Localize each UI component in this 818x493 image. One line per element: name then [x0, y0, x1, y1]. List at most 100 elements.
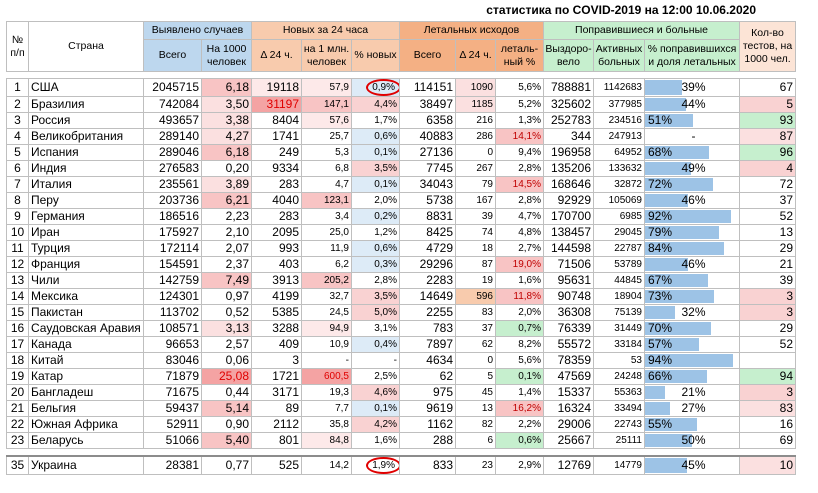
row-num: 11 [6, 240, 29, 257]
deaths-total: 38497 [399, 96, 456, 113]
recovered-share-label: 32% [681, 305, 706, 320]
cases-total: 113702 [143, 304, 202, 321]
new-per1m: 19,3 [301, 384, 352, 401]
recovered-share: 44% [644, 96, 740, 113]
cases-per1000: 0,44 [201, 384, 252, 401]
table-row: 15 Пакистан 113702 0,52 5385 24,5 5,0% 2255 83 2,… [6, 304, 796, 321]
new-per1m: 147,1 [301, 96, 352, 113]
row-num: 14 [6, 288, 29, 305]
recovered-share: 79% [644, 224, 740, 241]
highlight-circle: 1,9% [366, 457, 399, 474]
recovered-share-bar [645, 194, 689, 207]
recovered: 92929 [543, 192, 594, 209]
active: 24248 [593, 368, 645, 385]
cases-total: 96653 [143, 336, 202, 353]
new-pct: 2,8% [351, 272, 400, 289]
table-row: 20 Бангладеш 71675 0,44 3171 19,3 4,6% 975 45 1,4… [6, 384, 796, 401]
row-num: 19 [6, 368, 29, 385]
header-deaths: Летальных исходов [399, 21, 544, 40]
table-row: 13 Чили 142759 7,49 3913 205,2 2,8% 2283 19 1,6% 9… [6, 272, 796, 289]
header-new: Новых за 24 часа [251, 21, 400, 40]
row-num: 9 [6, 208, 29, 225]
new-per1m: 14,2 [301, 455, 352, 475]
active: 247913 [593, 128, 645, 145]
deaths-pct: 5,6% [495, 352, 544, 369]
recovered-share-label: 67% [648, 273, 673, 288]
deaths-d24: 13 [455, 400, 496, 417]
country-name: Великобритания [28, 128, 144, 145]
deaths-total: 62 [399, 368, 456, 385]
deaths-total: 29296 [399, 256, 456, 273]
recovered: 144598 [543, 240, 594, 257]
cases-per1000: 3,13 [201, 320, 252, 337]
recovered: 71506 [543, 256, 594, 273]
country-name: Пакистан [28, 304, 144, 321]
header-recovered: Поправившиеся и больные [543, 21, 740, 40]
covid-stats-table: № п/п Страна Выявлено случаев Новых за 2… [6, 21, 796, 475]
deaths-d24: 18 [455, 240, 496, 257]
row-num: 17 [6, 336, 29, 353]
row-num: 21 [6, 400, 29, 417]
deaths-pct: 0,1% [495, 368, 544, 385]
new-per1m: 6,8 [301, 160, 352, 177]
deaths-d24: 45 [455, 384, 496, 401]
new-per1m: 10,9 [301, 336, 352, 353]
new-pct: 4,2% [351, 416, 400, 433]
deaths-d24: 5 [455, 368, 496, 385]
deaths-total: 2283 [399, 272, 456, 289]
recovered-share-bar [645, 210, 732, 223]
recovered-share-label: 68% [648, 145, 673, 160]
new-cases: 249 [251, 144, 302, 161]
recovered-share-label: 51% [648, 113, 673, 128]
recovered: 36308 [543, 304, 594, 321]
recovered-share-bar [645, 306, 676, 319]
recovered-share-bar [645, 274, 708, 287]
new-pct: 1,2% [351, 224, 400, 241]
recovered: 12769 [543, 455, 594, 475]
active: 55363 [593, 384, 645, 401]
header-cases: Выявлено случаев [143, 21, 252, 40]
recovered-share-label: 49% [681, 161, 706, 176]
recovered: 16324 [543, 400, 594, 417]
header-rec: Выздоро-вело [543, 39, 594, 72]
active: 44845 [593, 272, 645, 289]
recovered: 95631 [543, 272, 594, 289]
recovered-share-label: 45% [681, 458, 706, 472]
row-num: 7 [6, 176, 29, 193]
tests-per1000: 96 [739, 144, 796, 161]
cases-per1000: 6,18 [201, 144, 252, 161]
new-per1m: 94,9 [301, 320, 352, 337]
recovered: 135206 [543, 160, 594, 177]
recovered: 252783 [543, 112, 594, 129]
new-pct: 1,6% [351, 432, 400, 449]
active: 14779 [593, 455, 645, 475]
deaths-d24: 1090 [455, 78, 496, 97]
recovered-share-label: 21% [681, 385, 706, 400]
cases-per1000: 0,06 [201, 352, 252, 369]
cases-per1000: 0,97 [201, 288, 252, 305]
table-row: 4 Великобритания 289140 4,27 1741 25,7 0,6% 408… [6, 128, 796, 145]
new-pct: 3,5% [351, 160, 400, 177]
cases-per1000: 0,52 [201, 304, 252, 321]
new-cases: 4199 [251, 288, 302, 305]
cases-total: 742084 [143, 96, 202, 113]
deaths-pct: 2,8% [495, 192, 544, 209]
active: 64952 [593, 144, 645, 161]
recovered-share-bar [645, 402, 671, 415]
deaths-total: 2255 [399, 304, 456, 321]
table-row-ukraine: 35 Украина 28381 0,77 525 14,2 1,9% 833 23 2,9% 12… [6, 455, 796, 475]
row-num: 35 [6, 455, 29, 475]
new-per1m: 11,9 [301, 240, 352, 257]
recovered-share-bar [645, 114, 693, 127]
recovered-share-label: 27% [681, 401, 706, 416]
active: 105069 [593, 192, 645, 209]
deaths-pct: 14,5% [495, 176, 544, 193]
recovered-share: 21% [644, 384, 740, 401]
active: 31449 [593, 320, 645, 337]
deaths-d24: 6 [455, 432, 496, 449]
country-name: Бангладеш [28, 384, 144, 401]
tests-per1000: 93 [739, 112, 796, 129]
recovered-share: - [644, 128, 740, 145]
row-num: 6 [6, 160, 29, 177]
recovered-share-label: 94% [648, 353, 673, 368]
